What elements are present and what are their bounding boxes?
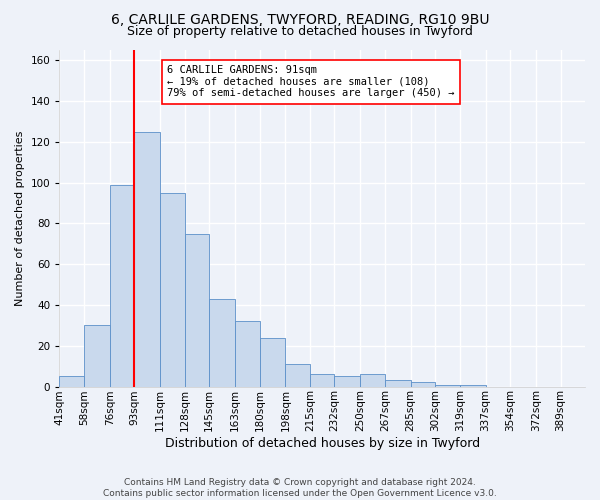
Bar — [460, 384, 485, 386]
Bar — [286, 364, 310, 386]
Bar — [84, 326, 110, 386]
Bar — [310, 374, 334, 386]
X-axis label: Distribution of detached houses by size in Twyford: Distribution of detached houses by size … — [164, 437, 480, 450]
Bar — [334, 376, 361, 386]
Bar — [260, 338, 286, 386]
Y-axis label: Number of detached properties: Number of detached properties — [15, 130, 25, 306]
Bar — [134, 132, 160, 386]
Bar — [361, 374, 385, 386]
Text: Contains HM Land Registry data © Crown copyright and database right 2024.
Contai: Contains HM Land Registry data © Crown c… — [103, 478, 497, 498]
Bar — [110, 184, 134, 386]
Text: Size of property relative to detached houses in Twyford: Size of property relative to detached ho… — [127, 25, 473, 38]
Bar — [160, 193, 185, 386]
Bar — [59, 376, 84, 386]
Bar — [185, 234, 209, 386]
Bar — [209, 299, 235, 386]
Bar — [385, 380, 411, 386]
Bar — [435, 384, 460, 386]
Bar — [411, 382, 435, 386]
Text: 6 CARLILE GARDENS: 91sqm
← 19% of detached houses are smaller (108)
79% of semi-: 6 CARLILE GARDENS: 91sqm ← 19% of detach… — [167, 65, 455, 98]
Bar — [235, 322, 260, 386]
Text: 6, CARLILE GARDENS, TWYFORD, READING, RG10 9BU: 6, CARLILE GARDENS, TWYFORD, READING, RG… — [111, 12, 489, 26]
